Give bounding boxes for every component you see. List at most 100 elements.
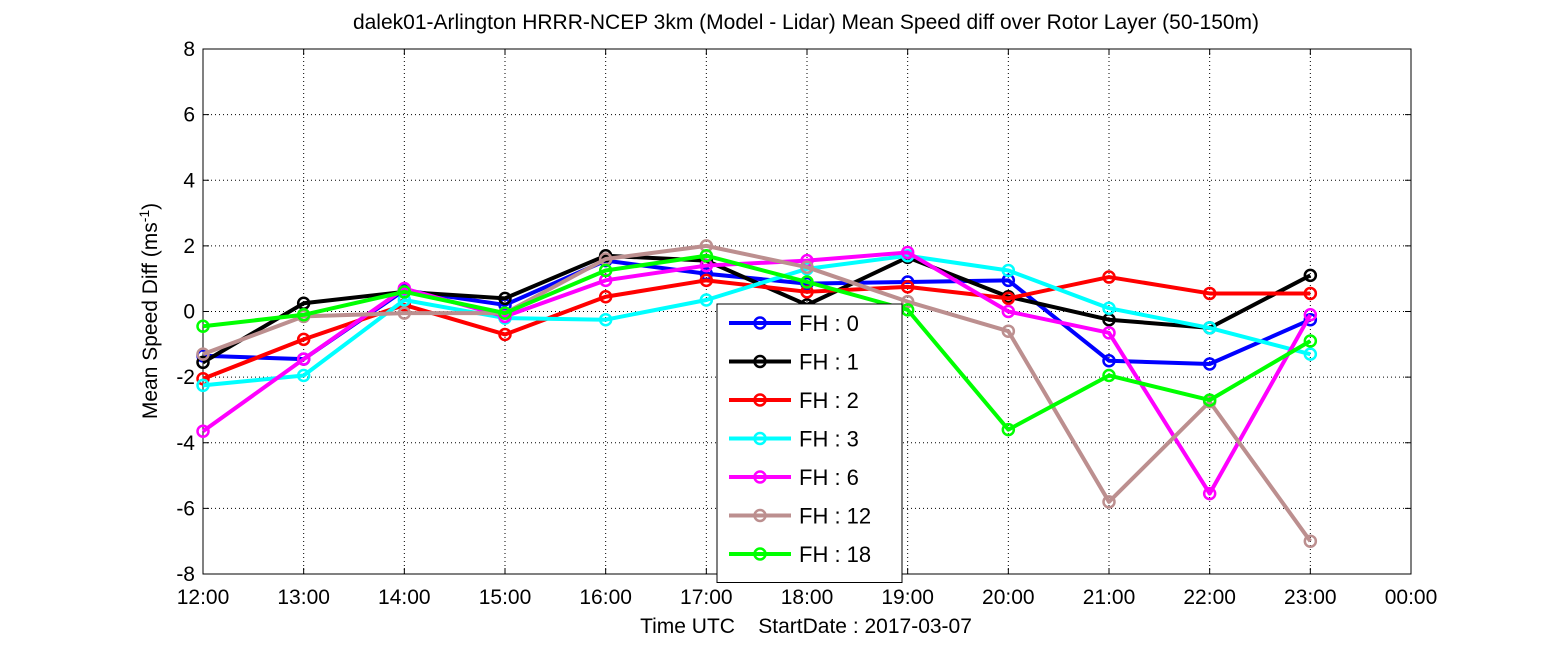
legend-item: FH : 6 — [729, 465, 859, 490]
data-point — [1202, 486, 1217, 501]
y-tick-label: 0 — [183, 301, 195, 324]
data-point — [1202, 286, 1217, 301]
data-point — [800, 275, 814, 289]
y-tick-label: 2 — [183, 235, 195, 258]
data-point — [296, 368, 311, 383]
y-tick-label: 8 — [183, 38, 195, 61]
legend-item: FH : 12 — [729, 504, 871, 529]
data-point — [498, 327, 512, 342]
y-tick-label: -2 — [176, 366, 195, 389]
data-point — [196, 424, 210, 439]
legend-swatch-marker — [753, 393, 767, 407]
data-point — [699, 248, 714, 263]
data-point — [1102, 495, 1116, 509]
y-axis-label: Mean Speed Diff (ms-1) — [136, 203, 162, 419]
data-point — [800, 260, 814, 274]
data-point — [196, 347, 210, 361]
data-point — [900, 294, 915, 309]
data-point — [1303, 534, 1318, 548]
data-point — [397, 285, 412, 299]
legend-label: FH : 3 — [799, 427, 859, 452]
data-point — [1303, 268, 1318, 283]
data-point — [1202, 357, 1217, 371]
data-point — [1001, 291, 1016, 306]
legend-item: FH : 18 — [729, 542, 871, 567]
data-point — [699, 293, 714, 307]
data-point — [196, 319, 210, 334]
legend-label: FH : 1 — [799, 350, 859, 375]
legend-swatch-marker — [753, 547, 767, 561]
x-tick-label: 12:00 — [177, 586, 230, 609]
data-point — [1303, 286, 1318, 301]
series-fh-18 — [196, 248, 1318, 437]
data-point — [196, 378, 210, 393]
y-tick-label: -8 — [176, 563, 195, 586]
data-point — [900, 280, 915, 294]
data-point — [1001, 324, 1016, 338]
x-axis: 12:00 13:00 14:00 15:00 16:00 17:00 18:00 19:00… — [177, 49, 1438, 609]
data-point — [699, 273, 714, 288]
data-point — [598, 263, 613, 278]
data-point — [196, 355, 210, 370]
chart-title: dalek01-Arlington HRRR-NCEP 3km (Model -… — [353, 11, 1259, 34]
series-line — [202, 253, 1312, 432]
series-fh-12 — [196, 239, 1318, 548]
legend-swatch-marker — [753, 431, 767, 446]
data-point — [1303, 312, 1318, 327]
x-tick-label: 21:00 — [1083, 586, 1136, 609]
data-point — [1202, 393, 1217, 407]
x-tick-label: 16:00 — [579, 586, 632, 609]
x-tick-label: 00:00 — [1385, 586, 1438, 609]
legend-label: FH : 18 — [799, 542, 871, 567]
data-point — [598, 289, 613, 304]
x-tick-label: 19:00 — [881, 586, 934, 609]
legend-label: FH : 6 — [799, 465, 859, 490]
y-axis-label-close: ) — [139, 203, 162, 210]
x-tick-label: 14:00 — [378, 586, 431, 609]
y-axis: -8 -6 -4 -2 0 2 4 6 8 — [176, 38, 1411, 586]
data-point — [1102, 368, 1116, 383]
legend-item: FH : 2 — [729, 388, 859, 413]
data-point — [498, 306, 512, 320]
legend-label: FH : 2 — [799, 388, 859, 413]
y-axis-label-superscript: -1 — [136, 210, 152, 223]
x-tick-label: 18:00 — [781, 586, 834, 609]
legend-item: FH : 1 — [729, 350, 859, 375]
data-point — [1202, 321, 1217, 335]
series-group — [196, 239, 1318, 548]
data-point — [397, 306, 412, 320]
data-point — [1102, 326, 1116, 340]
y-tick-label: 4 — [183, 169, 195, 192]
data-point — [296, 308, 311, 322]
legend-label: FH : 12 — [799, 504, 871, 529]
legend-swatch-marker — [753, 354, 767, 369]
legend-swatch-marker — [753, 470, 767, 484]
data-point — [1102, 301, 1116, 315]
legend-box — [716, 303, 903, 583]
y-axis-label-main: Mean Speed Diff (ms — [139, 222, 162, 419]
x-tick-label: 17:00 — [680, 586, 733, 609]
series-line — [202, 243, 1312, 543]
legend: FH : 0 FH : 1 FH : 2 FH : 3 FH : 6 FH : 12 FH … — [716, 303, 903, 583]
x-tick-label: 23:00 — [1284, 586, 1337, 609]
x-tick-label: 13:00 — [277, 586, 330, 609]
data-point — [1102, 270, 1116, 284]
legend-item: FH : 0 — [729, 311, 859, 336]
y-tick-label: -6 — [176, 497, 195, 520]
data-point — [296, 352, 311, 366]
x-tick-label: 15:00 — [479, 586, 532, 609]
data-point — [498, 291, 512, 306]
data-point — [1001, 304, 1016, 319]
data-point — [598, 312, 613, 327]
legend-label: FH : 0 — [799, 311, 859, 336]
x-axis-label: Time UTC StartDate : 2017-03-07 — [640, 615, 972, 638]
y-tick-label: -4 — [176, 432, 195, 455]
data-point — [1303, 308, 1318, 322]
series-fh-6 — [196, 245, 1318, 501]
data-point — [1303, 347, 1318, 361]
data-point — [1303, 334, 1318, 348]
legend-swatch-marker — [753, 316, 767, 330]
legend-item: FH : 3 — [729, 427, 859, 452]
data-point — [296, 332, 311, 347]
